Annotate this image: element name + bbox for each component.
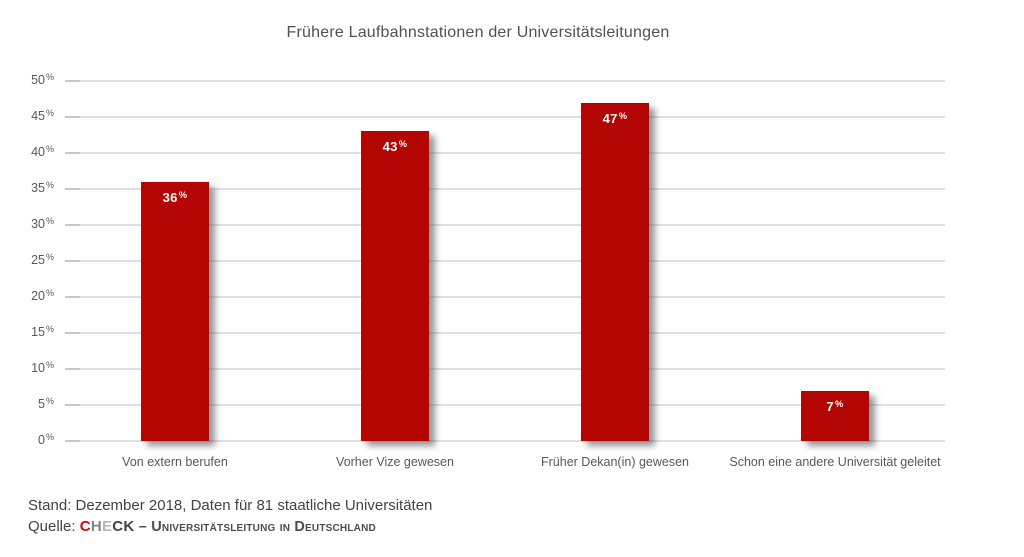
gridline: [65, 116, 945, 118]
percent-sign: %: [45, 108, 54, 119]
axis-tick: [65, 260, 80, 262]
chart-title: Frühere Laufbahnstationen der Universitä…: [286, 24, 670, 41]
brand-suffix: – Universitätsleitung in Deutschland: [138, 519, 376, 535]
bar-slot: 36%: [65, 81, 285, 441]
axis-tick: [65, 404, 80, 406]
brand-letter-c: C: [79, 518, 91, 535]
percent-sign: %: [398, 139, 408, 150]
axis-tick: [65, 80, 80, 82]
percent-sign: %: [45, 180, 54, 191]
percent-sign: %: [45, 72, 54, 83]
x-category-label: Früher Dekan(in) gewesen: [541, 455, 689, 469]
axis-tick: [65, 224, 80, 226]
y-tick-label: 30%: [31, 216, 54, 231]
footer-source-line: Quelle: CHECK – Universitätsleitung in D…: [28, 516, 432, 538]
percent-sign: %: [45, 288, 54, 299]
percent-sign: %: [45, 360, 54, 371]
bar-value-label: 36%: [162, 189, 188, 205]
percent-sign: %: [45, 324, 54, 335]
axis-tick: [65, 188, 80, 190]
footer: Stand: Dezember 2018, Daten für 81 staat…: [28, 495, 432, 538]
percent-sign: %: [45, 216, 54, 227]
bar-value-label: 43%: [382, 139, 408, 155]
gridline: [65, 152, 945, 154]
y-tick-label: 45%: [31, 108, 54, 123]
gridline: [65, 296, 945, 298]
gridline: [65, 260, 945, 262]
percent-sign: %: [834, 398, 844, 409]
percent-sign: %: [45, 144, 54, 155]
axis-tick: [65, 368, 80, 370]
y-tick-label: 35%: [31, 180, 54, 195]
source-label: Quelle:: [28, 518, 80, 535]
x-category-label: Von extern berufen: [122, 455, 228, 469]
y-tick-label: 20%: [31, 288, 54, 303]
brand-letter-h: H: [90, 518, 102, 535]
bar-slot: 43%: [285, 81, 505, 441]
bar-slot: 7%: [725, 81, 945, 441]
brand-letter-e: E: [101, 518, 113, 535]
y-tick-label: 5%: [38, 396, 54, 411]
bar: 36%: [141, 181, 209, 441]
gridline: [65, 440, 945, 442]
plot-area: 0% 5% 10% 15% 20% 25% 30% 35% 40% 45% 50% 36% Von ex…: [31, 72, 945, 469]
bar: 43%: [361, 131, 429, 441]
percent-sign: %: [618, 110, 628, 121]
bar-value-label: 47%: [602, 110, 628, 126]
bar-value-label: 7%: [826, 398, 844, 414]
y-tick-label: 0%: [38, 432, 54, 447]
brand-logo-check: CHECK: [80, 518, 135, 535]
axis-tick: [65, 152, 80, 154]
x-category-label: Vorher Vize gewesen: [336, 455, 454, 469]
y-tick-label: 40%: [31, 144, 54, 159]
y-tick-label: 50%: [31, 72, 54, 87]
bar-slot: 47%: [505, 81, 725, 441]
bar: 47%: [581, 102, 649, 441]
gridline: [65, 80, 945, 82]
brand-letters-ck: CK: [112, 518, 135, 535]
bar: 7%: [801, 390, 869, 441]
percent-sign: %: [45, 432, 54, 443]
axis-tick: [65, 332, 80, 334]
gridline: [65, 332, 945, 334]
axis-tick: [65, 440, 80, 442]
y-tick-label: 25%: [31, 252, 54, 267]
footer-stand-line: Stand: Dezember 2018, Daten für 81 staat…: [28, 497, 433, 514]
axis-tick: [65, 116, 80, 118]
axis-tick: [65, 296, 80, 298]
percent-sign: %: [178, 189, 188, 200]
gridline: [65, 404, 945, 406]
y-tick-label: 15%: [31, 324, 54, 339]
percent-sign: %: [45, 252, 54, 263]
percent-sign: %: [45, 396, 54, 407]
y-tick-label: 10%: [31, 360, 54, 375]
x-category-label: Schon eine andere Universität geleitet: [729, 455, 941, 469]
gridline: [65, 188, 945, 190]
gridline: [65, 224, 945, 226]
gridline: [65, 368, 945, 370]
